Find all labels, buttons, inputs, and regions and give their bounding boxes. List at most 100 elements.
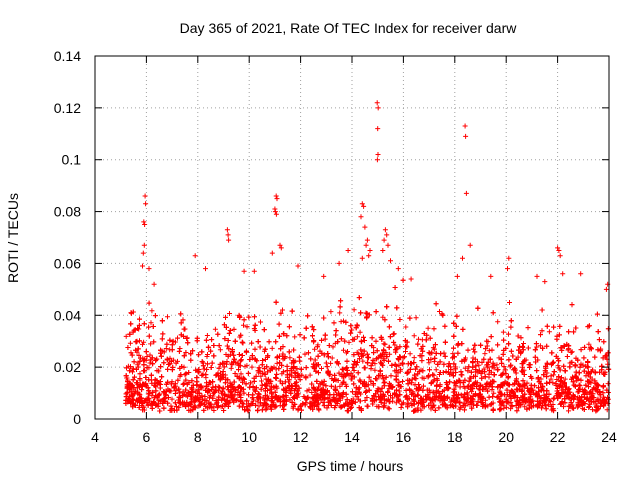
data-point [210,361,215,366]
data-point [210,396,215,401]
data-point [451,334,456,339]
data-point [328,309,333,314]
data-point [298,332,303,337]
data-point [165,314,170,319]
data-point [394,377,399,382]
data-point [596,329,601,334]
data-point [404,393,409,398]
data-point [356,370,361,375]
data-point [329,384,334,389]
data-point [451,346,456,351]
data-point [426,373,431,378]
data-point [552,369,557,374]
data-point [475,403,480,408]
data-point [462,407,467,412]
data-point [170,347,175,352]
data-point [342,339,347,344]
data-point [495,319,500,324]
data-point [210,385,215,390]
data-point [158,364,163,369]
data-point [362,338,367,343]
data-point [414,315,419,320]
data-point [506,357,511,362]
data-point [441,362,446,367]
data-point [161,360,166,365]
data-point [366,355,371,360]
data-point [357,295,362,300]
data-point [451,321,456,326]
data-point [339,319,344,324]
data-point [321,316,326,321]
data-point [565,354,570,359]
data-point [397,380,402,385]
data-point [549,373,554,378]
data-point [506,332,511,337]
data-point [161,406,166,411]
data-point [443,340,448,345]
data-point [397,389,402,394]
data-point [125,345,130,350]
data-point [548,399,553,404]
data-point [348,323,353,328]
data-point [438,359,443,364]
data-point [287,355,292,360]
data-point [252,314,257,319]
data-point [525,381,530,386]
data-point [487,395,492,400]
data-point [551,325,556,330]
data-point [147,301,152,306]
data-point [374,309,379,314]
data-point [490,348,495,353]
data-point [491,408,496,413]
data-point [308,356,313,361]
data-point [218,362,223,367]
data-point [194,375,199,380]
data-point [475,306,480,311]
data-point [205,333,210,338]
data-point [362,365,367,370]
data-point [171,339,176,344]
data-point [229,366,234,371]
data-point [412,373,417,378]
data-point [338,298,343,303]
data-point [213,327,218,332]
data-point [457,400,462,405]
data-point [310,333,315,338]
data-point [419,358,424,363]
data-point [501,338,506,343]
data-point [304,365,309,370]
data-point [312,347,317,352]
data-point [433,408,438,413]
data-point [561,364,566,369]
data-point [332,373,337,378]
data-point [285,372,290,377]
data-point [128,341,133,346]
data-point [239,357,244,362]
data-point [135,339,140,344]
data-point [132,359,137,364]
data-points [123,100,611,413]
data-point [274,372,279,377]
data-point [593,370,598,375]
data-point [211,343,216,348]
data-point [347,340,352,345]
data-point [365,404,370,409]
data-point [360,359,365,364]
data-point [246,371,251,376]
data-point [159,354,164,359]
data-point [434,367,439,372]
data-point [274,300,279,305]
data-point [173,391,178,396]
data-point [408,351,413,356]
data-point [397,317,402,322]
data-point [520,345,525,350]
data-point [250,353,255,358]
data-point [508,325,513,330]
data-point [421,384,426,389]
data-point [427,367,432,372]
data-point [387,345,392,350]
data-point [434,301,439,306]
data-point [509,318,514,323]
data-point [219,398,224,403]
data-point [554,337,559,342]
